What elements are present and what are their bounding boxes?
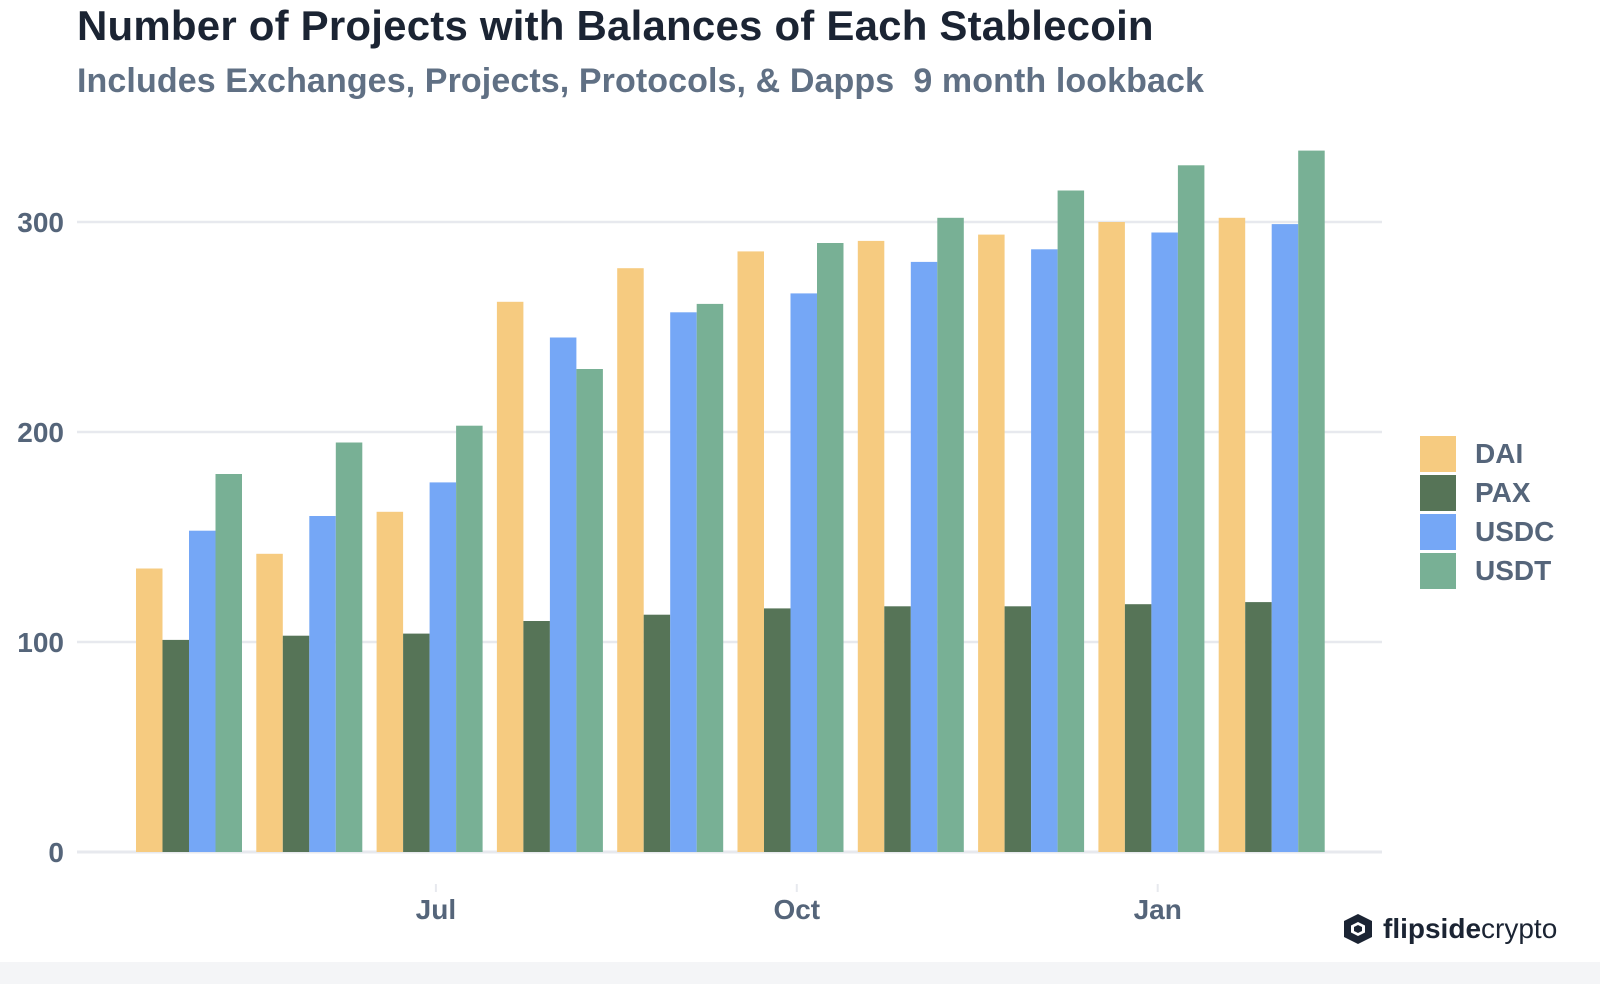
bar-pax-dec (1004, 606, 1032, 852)
bar-usdc-oct (790, 293, 817, 852)
y-tick-label-0: 0 (48, 837, 64, 868)
logo-text-light: crypto (1481, 913, 1558, 944)
y-tick-label-300: 300 (17, 207, 64, 238)
bar-dai-jul (376, 511, 404, 852)
bar-pax-oct (764, 608, 791, 852)
bar-usdc-jan (1151, 232, 1178, 852)
legend-swatch-usdc (1420, 513, 1456, 550)
bar-usdt-jan (1177, 165, 1205, 853)
bar-dai-may (136, 568, 163, 852)
legend-item-dai[interactable]: DAI (1420, 434, 1554, 473)
x-tick-label-oct: Oct (773, 894, 820, 925)
bar-dai-aug (496, 301, 524, 852)
bar-usdt-may (215, 474, 242, 852)
legend-item-usdt[interactable]: USDT (1420, 551, 1554, 590)
bar-usdc-jul (429, 482, 457, 852)
bar-usdc-aug (549, 337, 577, 852)
bar-usdt-sep (696, 303, 724, 852)
bar-usdc-sep (670, 312, 697, 852)
flipside-logo[interactable]: flipside crypto (1341, 912, 1557, 946)
legend-label-pax: PAX (1475, 476, 1531, 508)
bar-pax-feb (1245, 602, 1272, 852)
bar-usdc-may (189, 530, 216, 852)
x-tick-label-jan: Jan (1134, 894, 1182, 925)
bars (136, 150, 1325, 853)
legend-item-usdc[interactable]: USDC (1420, 512, 1554, 551)
flipside-logo-icon (1344, 914, 1372, 944)
bar-pax-jul (403, 633, 430, 852)
legend-swatch-usdt (1420, 552, 1456, 589)
x-tick-label-jul: Jul (416, 894, 456, 925)
bar-dai-feb (1218, 217, 1246, 853)
bar-usdt-jun (335, 442, 363, 852)
bar-pax-nov (884, 606, 911, 852)
bar-dai-nov (857, 240, 885, 852)
bar-dai-dec (978, 234, 1005, 853)
chart-subtitle: Includes Exchanges, Projects, Protocols,… (77, 62, 1205, 100)
bar-dai-jun (256, 553, 283, 852)
bar-usdc-dec (1031, 249, 1058, 853)
bar-usdt-nov (937, 217, 964, 853)
bar-usdt-feb (1298, 150, 1325, 853)
y-tick-label-100: 100 (17, 627, 64, 658)
legend-item-pax[interactable]: PAX (1420, 473, 1554, 512)
bar-usdt-dec (1057, 190, 1085, 852)
bar-pax-may (162, 639, 189, 852)
bar-usdt-oct (817, 243, 844, 852)
bar-usdt-aug (576, 369, 603, 852)
bar-usdc-feb (1271, 224, 1299, 853)
legend-label-usdc: USDC (1475, 515, 1555, 547)
bar-usdc-nov (910, 261, 938, 852)
y-axis-ticks: 0 100 200 300 (17, 207, 64, 868)
bar-pax-jan (1124, 604, 1152, 852)
bar-dai-sep (617, 268, 644, 852)
bottom-band (0, 962, 1600, 984)
bar-pax-jun (282, 635, 310, 852)
legend-label-usdt: USDT (1475, 554, 1552, 586)
x-axis-ticks: Jul Oct Jan (416, 884, 1182, 925)
legend-label-dai: DAI (1475, 437, 1524, 469)
bar-usdt-jul (456, 425, 483, 852)
legend-swatch-pax (1420, 474, 1456, 511)
logo-text-bold: flipside (1383, 913, 1482, 944)
legend[interactable]: DAI PAX USDC USDT (1420, 434, 1554, 590)
y-tick-label-200: 200 (17, 417, 64, 448)
bar-pax-sep (643, 614, 671, 852)
bar-dai-oct (737, 251, 764, 852)
chart-title: Number of Projects with Balances of Each… (77, 2, 1154, 49)
bar-pax-aug (523, 621, 550, 852)
legend-swatch-dai (1420, 435, 1456, 472)
bar-dai-jan (1098, 222, 1125, 852)
bar-usdc-jun (309, 516, 336, 852)
